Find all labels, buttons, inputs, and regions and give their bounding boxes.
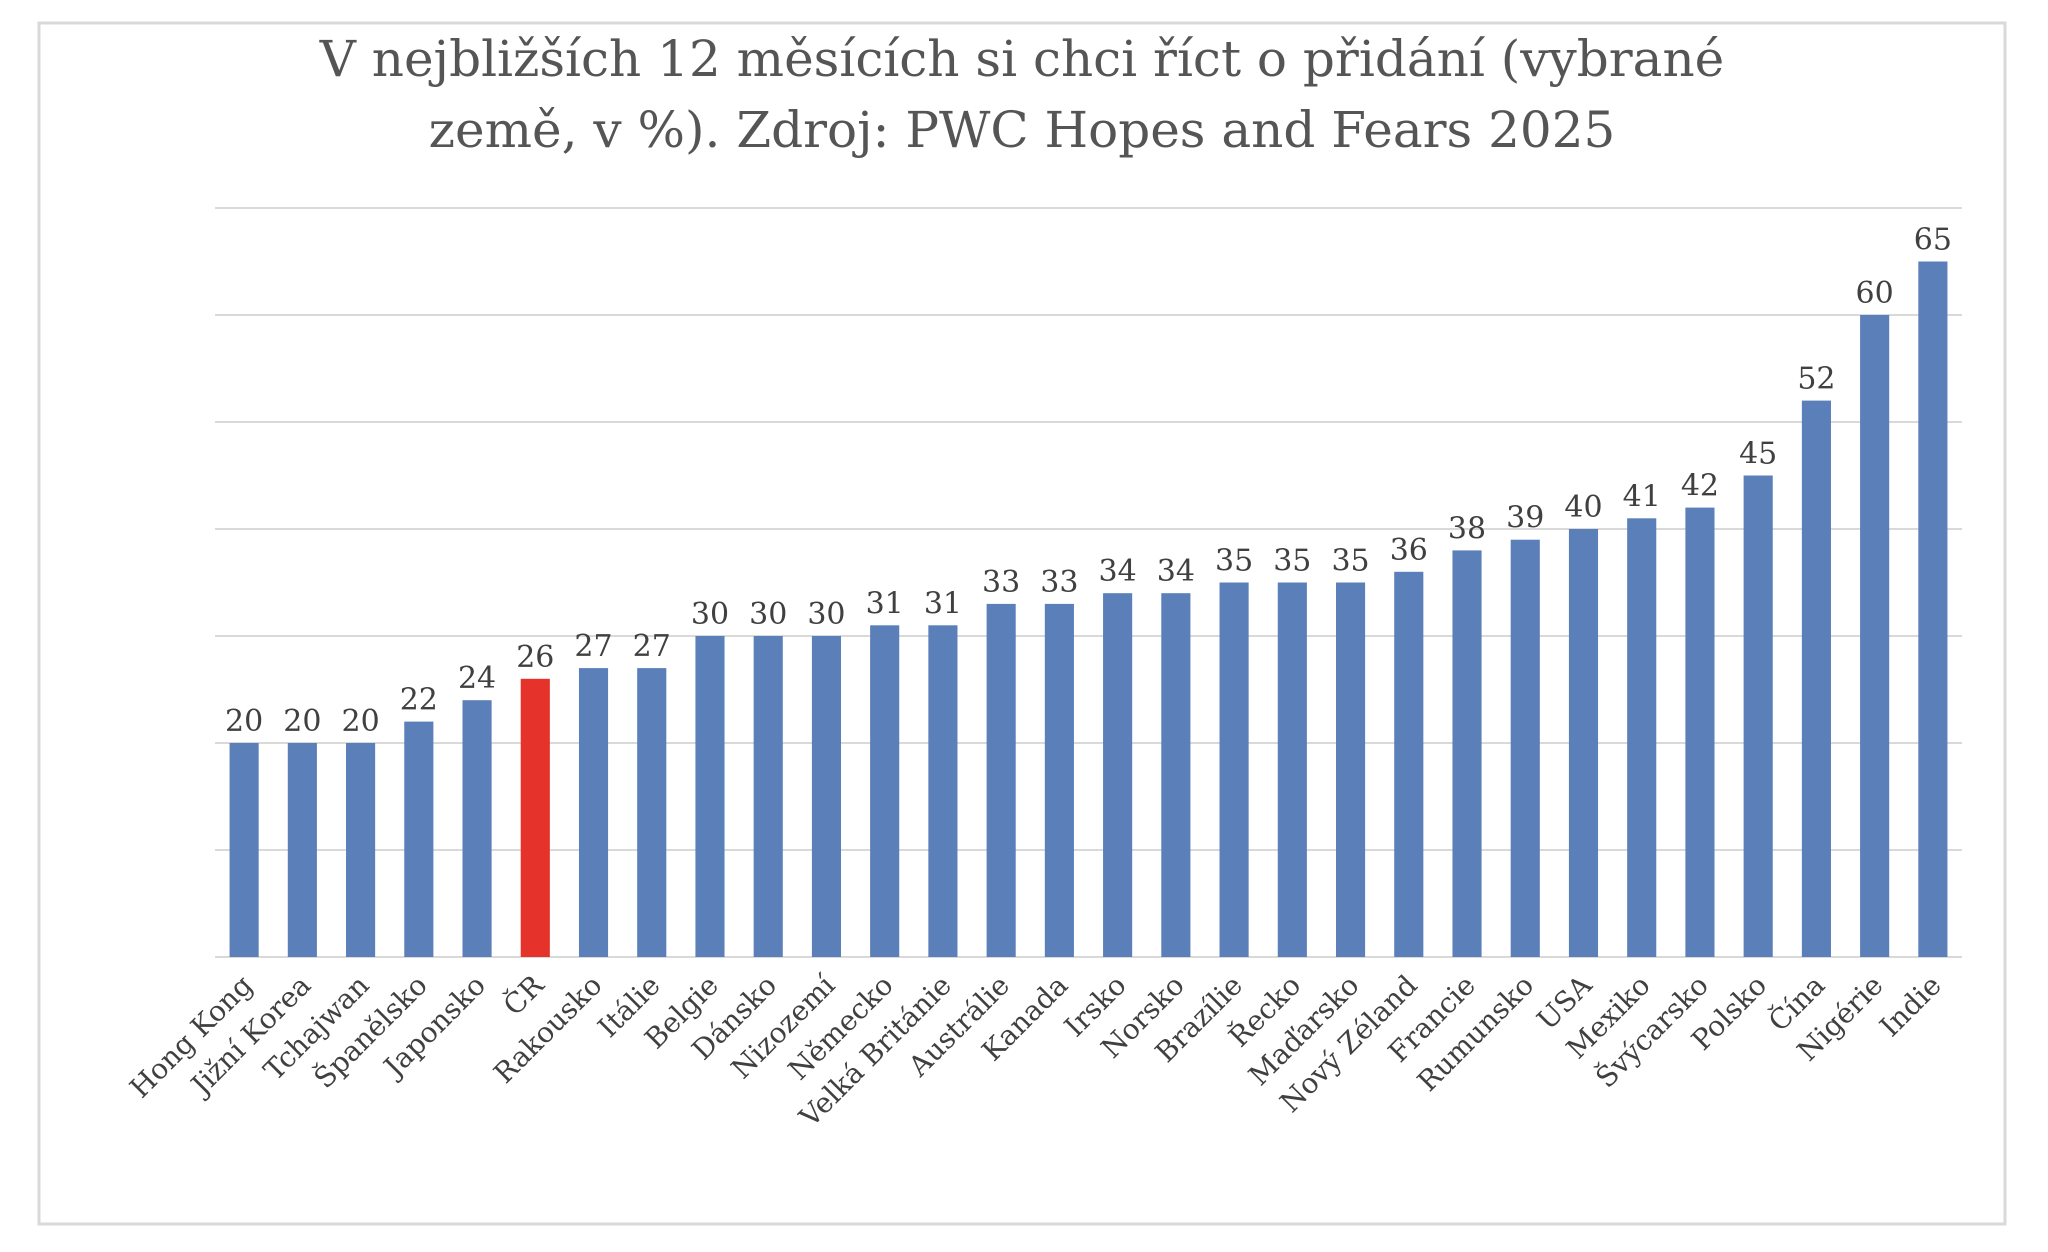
value-label: 60 [1856,276,1894,311]
value-label: 33 [982,565,1020,600]
value-label: 40 [1564,490,1602,525]
value-label: 30 [749,597,787,632]
value-label: 27 [633,629,671,664]
value-label: 36 [1390,533,1428,568]
value-label: 27 [574,629,612,664]
bar [287,743,317,957]
value-label: 34 [1157,554,1195,589]
bar [578,668,609,957]
bar [1277,582,1307,957]
value-label: 42 [1681,469,1719,504]
value-label: 26 [516,640,554,675]
bar [1103,593,1133,957]
value-label: 30 [691,597,729,632]
bar [695,636,725,957]
value-label: 39 [1506,501,1544,536]
bar [1044,603,1074,957]
bar [462,700,492,957]
value-label: 30 [807,597,845,632]
bar [1394,571,1424,957]
value-label: 35 [1273,544,1311,579]
value-label: 65 [1914,223,1952,258]
chart-border [37,21,2007,1226]
bar [1219,582,1249,957]
bar [1860,315,1890,957]
value-label: 31 [924,586,962,621]
value-label: 35 [1331,544,1369,579]
bar [1685,507,1715,957]
bar [520,678,550,957]
value-label: 20 [225,704,263,739]
bar [404,721,434,957]
value-label: 52 [1797,362,1835,397]
bar [1568,529,1599,957]
value-label: 20 [341,704,379,739]
bar [753,636,783,957]
bar [1743,475,1773,957]
value-label: 45 [1739,437,1777,472]
bar [637,668,667,957]
value-label: 34 [1099,554,1137,589]
bar [870,625,900,957]
value-label: 38 [1448,511,1486,546]
bar [928,625,958,957]
chart-title: V nejbližších 12 měsících si chci říct o… [319,30,1724,88]
bar [811,636,842,957]
bar [1335,582,1366,957]
value-label: 41 [1623,479,1661,514]
value-label: 31 [866,586,904,621]
bar [1627,518,1657,957]
bar [346,743,376,957]
bar [1918,261,1948,957]
bar [1161,593,1191,957]
value-label: 22 [400,683,438,718]
bar [1510,539,1540,957]
bar [1452,550,1482,957]
bar [986,603,1016,957]
bar [1801,400,1831,958]
value-label: 35 [1215,544,1253,579]
value-label: 33 [1040,565,1078,600]
value-label: 20 [283,704,321,739]
chart-title: země, v %). Zdroj: PWC Hopes and Fears 2… [429,101,1616,159]
bar [229,743,259,957]
value-label: 24 [458,661,496,696]
